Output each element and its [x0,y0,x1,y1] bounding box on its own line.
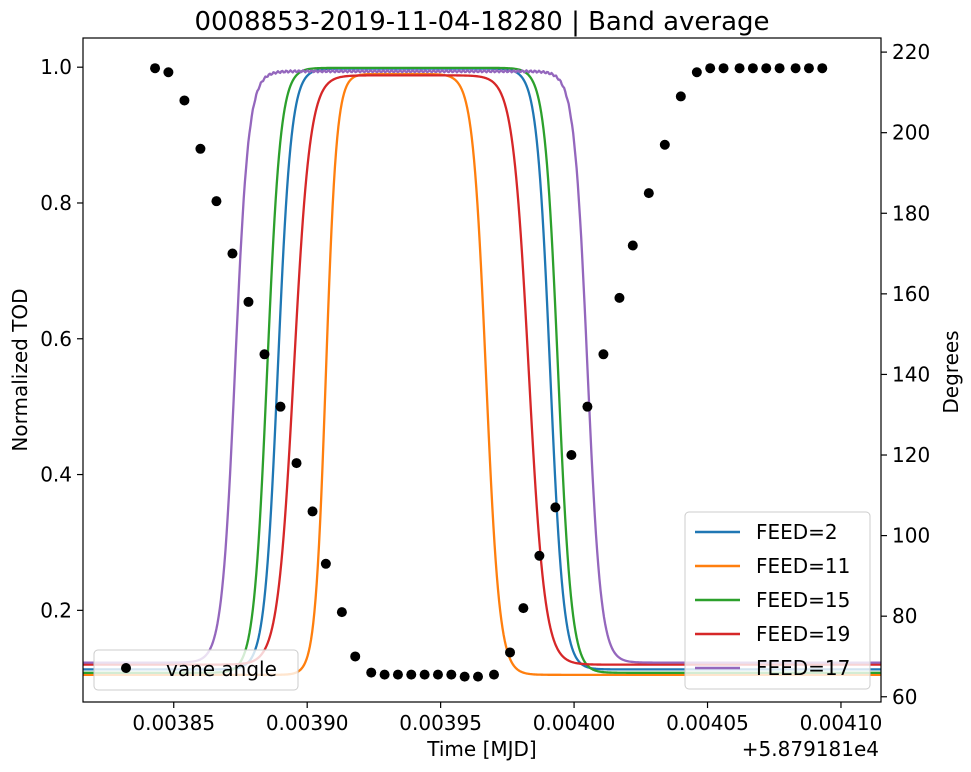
vane-angle-point [734,63,745,74]
vane-angle-point [406,669,417,680]
vane-angle-point [675,91,686,102]
vane-angle-point [179,95,190,106]
vane-angle-point [243,296,254,307]
vane-angle-point [505,647,516,658]
vane-angle-point [534,550,545,561]
legend-marker-vane-angle [121,663,131,673]
vane-angle-point [459,671,470,682]
legend-feeds: FEED=2 FEED=11 FEED=15 FEED=19 FEED=17 [684,511,871,690]
y-tick-label: 0.4 [40,463,72,487]
vane-angle-point [227,248,238,259]
vane-angle-point [614,292,625,303]
vane-angle-point [550,502,561,513]
vane-angle-point [379,669,390,680]
y-tick-label: 0.2 [40,598,72,622]
vane-angle-point [307,506,318,517]
x-tick-label: 0.00405 [666,711,749,735]
vane-angle-point [163,67,174,78]
legend-label-feed-2: FEED=2 [756,520,838,544]
vane-angle-point [790,63,801,74]
vane-angle-points [150,63,828,682]
x-axis-label: Time [MJD] [426,737,536,761]
vane-angle-point [150,63,161,74]
vane-angle-point [211,196,222,207]
vane-angle-point [817,63,828,74]
x-axis-offset-text: +5.879181e4 [742,737,879,761]
y2-axis-label: Degrees [939,330,963,413]
vane-angle-point [718,63,729,74]
y2-tick-label: 180 [892,201,930,225]
vane-angle-point [627,240,638,251]
vane-angle-point [691,67,702,78]
vane-angle-point [705,63,716,74]
vane-angle-point [489,669,500,680]
vane-angle-point [582,401,593,412]
vane-angle-point [419,669,430,680]
vane-angle-point [392,669,403,680]
axes-frame [82,37,882,703]
vane-angle-point [336,607,347,618]
y-axis-left: 0.2 0.4 0.6 0.8 1.0 [40,55,83,622]
vane-angle-point [366,667,377,678]
x-tick-label: 0.00385 [132,711,215,735]
legend-vane-angle: vane angle [93,649,299,691]
vane-angle-point [747,63,758,74]
y2-tick-label: 160 [892,282,930,306]
vane-angle-point [518,603,529,614]
vane-angle-point [320,558,331,569]
y2-tick-label: 120 [892,443,930,467]
y2-tick-label: 60 [892,685,917,709]
vane-angle-point [643,188,654,199]
y-axis-right: 60 80 100 120 140 160 180 200 220 [881,40,930,709]
vane-angle-point [275,401,286,412]
vane-angle-point [774,63,785,74]
legend-vane-box [93,649,299,691]
vane-angle-point [761,63,772,74]
vane-angle-point [598,349,609,360]
y-tick-label: 0.6 [40,327,72,351]
x-tick-label: 0.00390 [266,711,349,735]
y2-tick-label: 80 [892,604,917,628]
x-axis: 0.00385 0.00390 0.00395 0.00400 0.00405 0.004… [132,702,882,735]
vane-angle-point [291,458,302,469]
x-tick-label: 0.00410 [800,711,883,735]
vane-angle-point [446,669,457,680]
y2-tick-label: 220 [892,40,930,64]
vane-angle-point [432,669,443,680]
vane-angle-point [473,671,483,682]
vane-angle-point [659,139,670,150]
vane-angle-point [195,143,206,154]
y2-tick-label: 200 [892,121,930,145]
vane-angle-point [350,651,361,662]
y-tick-label: 0.8 [40,191,72,215]
vane-angle-point [803,63,814,74]
chart-title: 0008853-2019-11-04-18280 | Band average [194,7,769,37]
legend-label-feed-15: FEED=15 [756,588,850,612]
legend-label-feed-17: FEED=17 [756,656,850,680]
legend-label-feed-19: FEED=19 [756,622,850,646]
legend-label-vane-angle: vane angle [166,657,277,681]
legend-feeds-box [684,511,871,690]
x-tick-label: 0.00400 [533,711,616,735]
legend-label-feed-11: FEED=11 [756,554,850,578]
vane-angle-point [259,349,270,360]
y-axis-label: Normalized TOD [8,288,32,451]
vane-angle-point [566,450,577,461]
y2-tick-label: 140 [892,362,930,386]
x-tick-label: 0.00395 [399,711,482,735]
y2-tick-label: 100 [892,524,930,548]
y-tick-label: 1.0 [40,55,72,79]
